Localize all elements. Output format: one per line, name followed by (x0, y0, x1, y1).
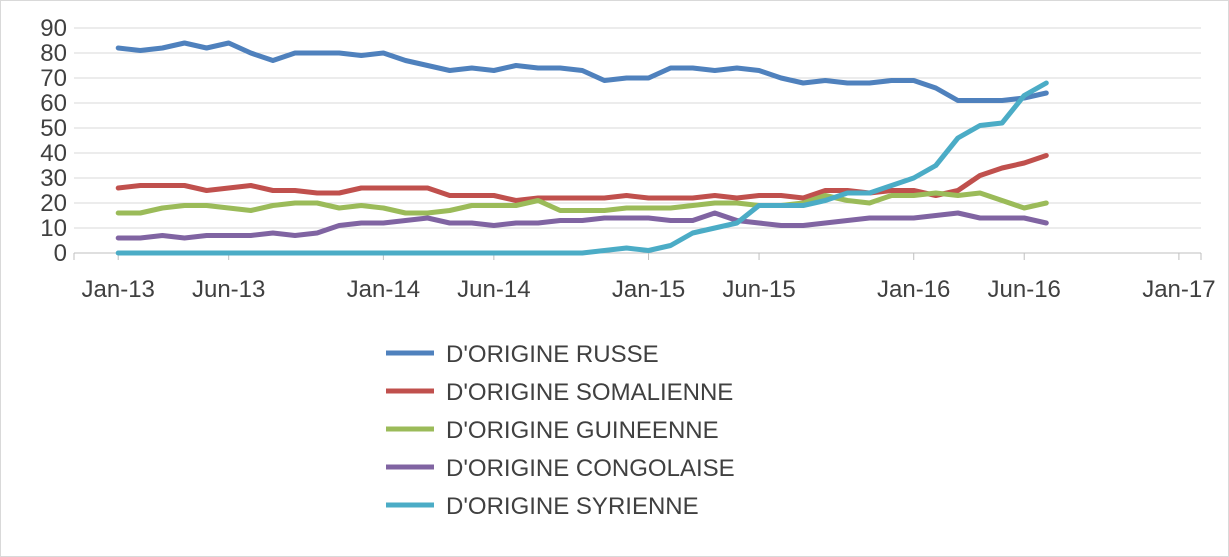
series-line-2 (115, 153, 1049, 203)
series-line-1 (115, 40, 1049, 103)
y-tick-label: 70 (40, 65, 67, 92)
gridlines (74, 27, 1201, 229)
y-tick-label: 60 (40, 90, 67, 117)
legend-label: D'ORIGINE SYRIENNE (446, 493, 699, 520)
x-tick-label: Jun-16 (988, 276, 1061, 303)
legend-label: D'ORIGINE SOMALIENNE (446, 379, 733, 406)
y-tick-label: 50 (40, 115, 67, 142)
x-tick-label: Jun-13 (192, 276, 265, 303)
series-lines (115, 40, 1049, 256)
y-tick-label: 40 (40, 140, 67, 167)
x-tick-label: Jan-15 (612, 276, 685, 303)
x-tick-label: Jan-14 (347, 276, 420, 303)
x-tick-label: Jan-13 (82, 276, 155, 303)
y-tick-label: 30 (40, 165, 67, 192)
x-tick-label: Jun-14 (457, 276, 530, 303)
y-tick-label: 80 (40, 40, 67, 67)
legend-label: D'ORIGINE GUINEENNE (446, 417, 719, 444)
y-tick-label: 90 (40, 15, 67, 42)
legend-label: D'ORIGINE RUSSE (446, 341, 659, 368)
y-tick-label: 10 (40, 215, 67, 242)
series-line-4 (115, 210, 1049, 241)
y-tick-label: 0 (54, 240, 67, 267)
x-tick-label: Jan-17 (1142, 276, 1215, 303)
x-tick-label: Jan-16 (877, 276, 950, 303)
legend-label: D'ORIGINE CONGOLAISE (446, 455, 735, 482)
legend: D'ORIGINE RUSSE D'ORIGINE SOMALIENNE D'ORI… (386, 341, 735, 520)
y-tick-label: 20 (40, 190, 67, 217)
x-tick-label: Jun-15 (722, 276, 795, 303)
series-line-3 (115, 190, 1049, 216)
series-line-5 (115, 80, 1049, 256)
